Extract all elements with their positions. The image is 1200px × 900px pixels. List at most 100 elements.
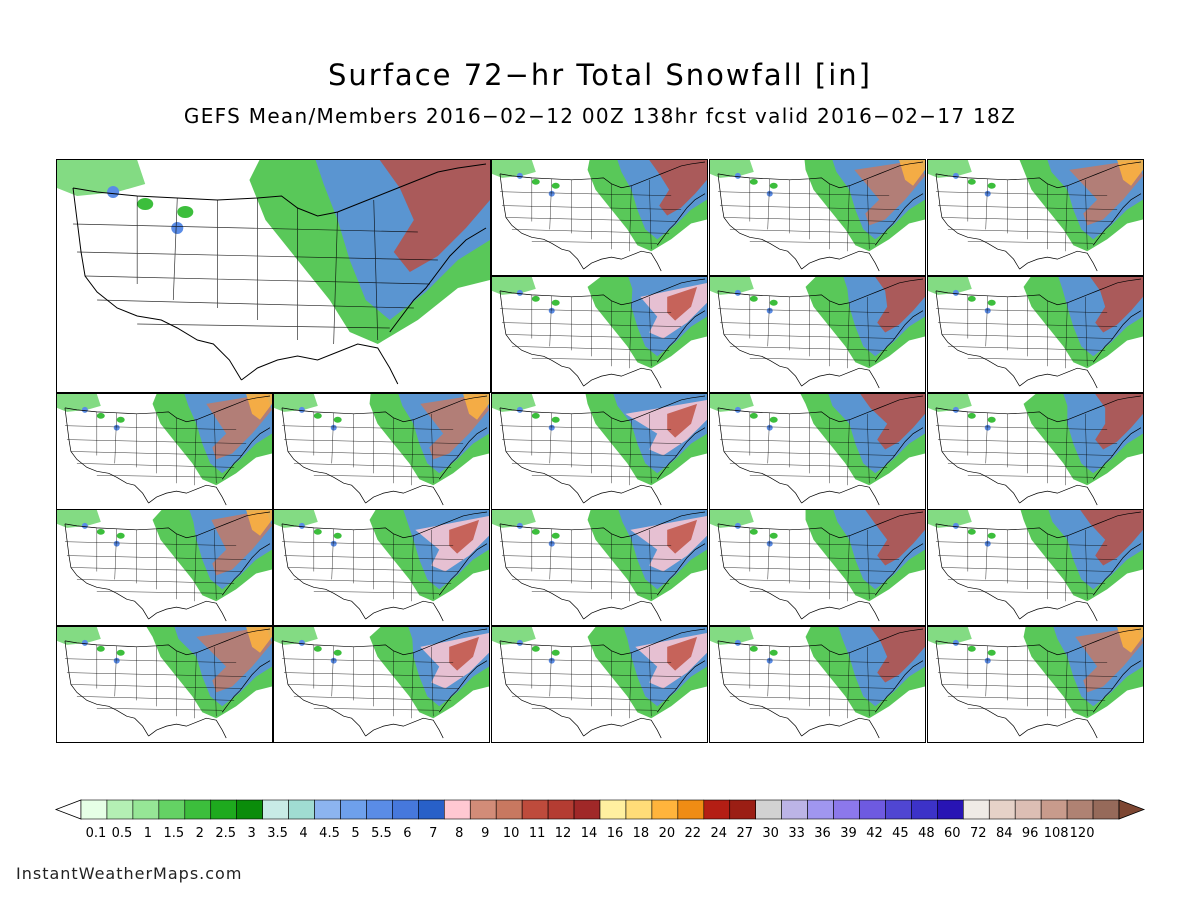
snowfall-spot bbox=[984, 657, 991, 664]
coastline bbox=[499, 628, 706, 739]
snowfall-shading bbox=[928, 394, 972, 412]
ensemble-member-panel bbox=[709, 393, 926, 510]
snowfall-spot bbox=[749, 528, 758, 535]
colorbar-tick-label: 60 bbox=[944, 826, 961, 841]
snowfall-spot bbox=[313, 412, 322, 419]
snowfall-spot bbox=[734, 289, 741, 296]
snowfall-map bbox=[57, 510, 272, 622]
snowfall-spot bbox=[984, 307, 991, 314]
snowfall-shading bbox=[1117, 627, 1143, 653]
coastline bbox=[281, 395, 488, 506]
snowfall-spot bbox=[769, 182, 778, 189]
colorbar-tick-label: 16 bbox=[606, 826, 624, 841]
snowfall-spot bbox=[333, 532, 342, 539]
state-borders bbox=[64, 644, 247, 719]
coastline bbox=[499, 511, 706, 622]
snowfall-spot bbox=[531, 528, 540, 535]
snowfall-spot bbox=[734, 639, 741, 646]
snowfall-shading bbox=[1095, 394, 1143, 450]
snowfall-spot bbox=[516, 289, 523, 296]
snowfall-spot bbox=[330, 424, 337, 431]
colorbar-tick-label: 5 bbox=[351, 826, 360, 841]
snowfall-spot bbox=[516, 522, 523, 529]
colorbar-tick-label: 120 bbox=[1069, 826, 1095, 841]
snowfall-spot bbox=[766, 190, 773, 197]
snowfall-map bbox=[710, 510, 925, 622]
snowfall-spot bbox=[330, 540, 337, 547]
snowfall-shading bbox=[379, 160, 490, 272]
colorbar-tick-label: 7 bbox=[429, 826, 438, 841]
snowfall-shading bbox=[899, 160, 925, 186]
coastline bbox=[935, 511, 1142, 622]
snowfall-shading bbox=[710, 394, 754, 412]
snowfall-shading bbox=[667, 519, 698, 554]
state-borders bbox=[73, 196, 438, 345]
snowfall-map bbox=[492, 277, 707, 389]
colorbar-tick-label: 84 bbox=[995, 826, 1013, 841]
snowfall-spot bbox=[333, 416, 342, 423]
ensemble-member-panel bbox=[709, 509, 926, 626]
coastline bbox=[499, 161, 706, 272]
snowfall-map bbox=[274, 627, 489, 739]
snowfall-spot bbox=[734, 522, 741, 529]
snowfall-spot bbox=[766, 657, 773, 664]
snowfall-spot bbox=[952, 639, 959, 646]
coastline bbox=[717, 395, 924, 506]
state-borders bbox=[64, 411, 247, 486]
snowfall-spot bbox=[548, 424, 555, 431]
colorbar-tick-label: 8 bbox=[455, 826, 464, 841]
coastline bbox=[64, 395, 271, 506]
snowfall-shading bbox=[449, 519, 480, 554]
snowfall-map bbox=[928, 510, 1143, 622]
snowfall-spot bbox=[81, 639, 88, 646]
colorbar-tick-label: 96 bbox=[1021, 826, 1039, 841]
snowfall-spot bbox=[298, 406, 305, 413]
snowfall-shading bbox=[710, 627, 754, 645]
snowfall-spot bbox=[987, 649, 996, 656]
snowfall-spot bbox=[769, 299, 778, 306]
snowfall-shading bbox=[667, 403, 698, 438]
colorbar-tick-label: 3 bbox=[247, 826, 256, 841]
ensemble-member-panel bbox=[491, 626, 708, 743]
snowfall-map bbox=[274, 394, 489, 506]
snowfall-spot bbox=[531, 412, 540, 419]
map-subtitle: GEFS Mean/Members 2016−02−12 00Z 138hr f… bbox=[183, 104, 1017, 128]
snowfall-spot bbox=[81, 522, 88, 529]
snowfall-shading bbox=[928, 510, 972, 528]
snowfall-shading bbox=[57, 627, 101, 645]
colorbar-tick-label: 22 bbox=[684, 826, 702, 841]
snowfall-shading bbox=[875, 277, 925, 333]
snowfall-shading bbox=[860, 394, 925, 450]
snowfall-map bbox=[274, 510, 489, 622]
ensemble-member-panel bbox=[491, 509, 708, 626]
ensemble-member-panel bbox=[491, 276, 708, 393]
snowfall-shading bbox=[710, 160, 754, 178]
snowfall-spot bbox=[116, 532, 125, 539]
snowfall-spot bbox=[952, 289, 959, 296]
snowfall-spot bbox=[769, 416, 778, 423]
snowfall-map bbox=[928, 627, 1143, 739]
snowfall-spot bbox=[987, 416, 996, 423]
snowfall-shading bbox=[667, 286, 698, 321]
colorbar-tick-label: 0.5 bbox=[111, 826, 133, 841]
site-credit: InstantWeatherMaps.com bbox=[16, 864, 243, 883]
snowfall-spot bbox=[766, 540, 773, 547]
state-borders bbox=[717, 411, 900, 486]
colorbar-tick-label: 2.5 bbox=[215, 826, 237, 841]
ensemble-member-panel bbox=[56, 393, 273, 510]
snowfall-spot bbox=[749, 645, 758, 652]
ensemble-member-panel bbox=[927, 159, 1144, 276]
colorbar-tick-label: 12 bbox=[554, 826, 572, 841]
snowfall-spot bbox=[551, 299, 560, 306]
state-borders bbox=[935, 294, 1118, 369]
snowfall-map bbox=[492, 160, 707, 272]
snowfall-shading bbox=[667, 636, 698, 671]
snowfall-spot bbox=[952, 522, 959, 529]
snowfall-spot bbox=[116, 416, 125, 423]
snowfall-spot bbox=[987, 299, 996, 306]
snowfall-shading bbox=[492, 277, 536, 295]
state-borders bbox=[935, 527, 1118, 602]
snowfall-shading bbox=[246, 510, 272, 536]
snowfall-spot bbox=[171, 222, 184, 234]
